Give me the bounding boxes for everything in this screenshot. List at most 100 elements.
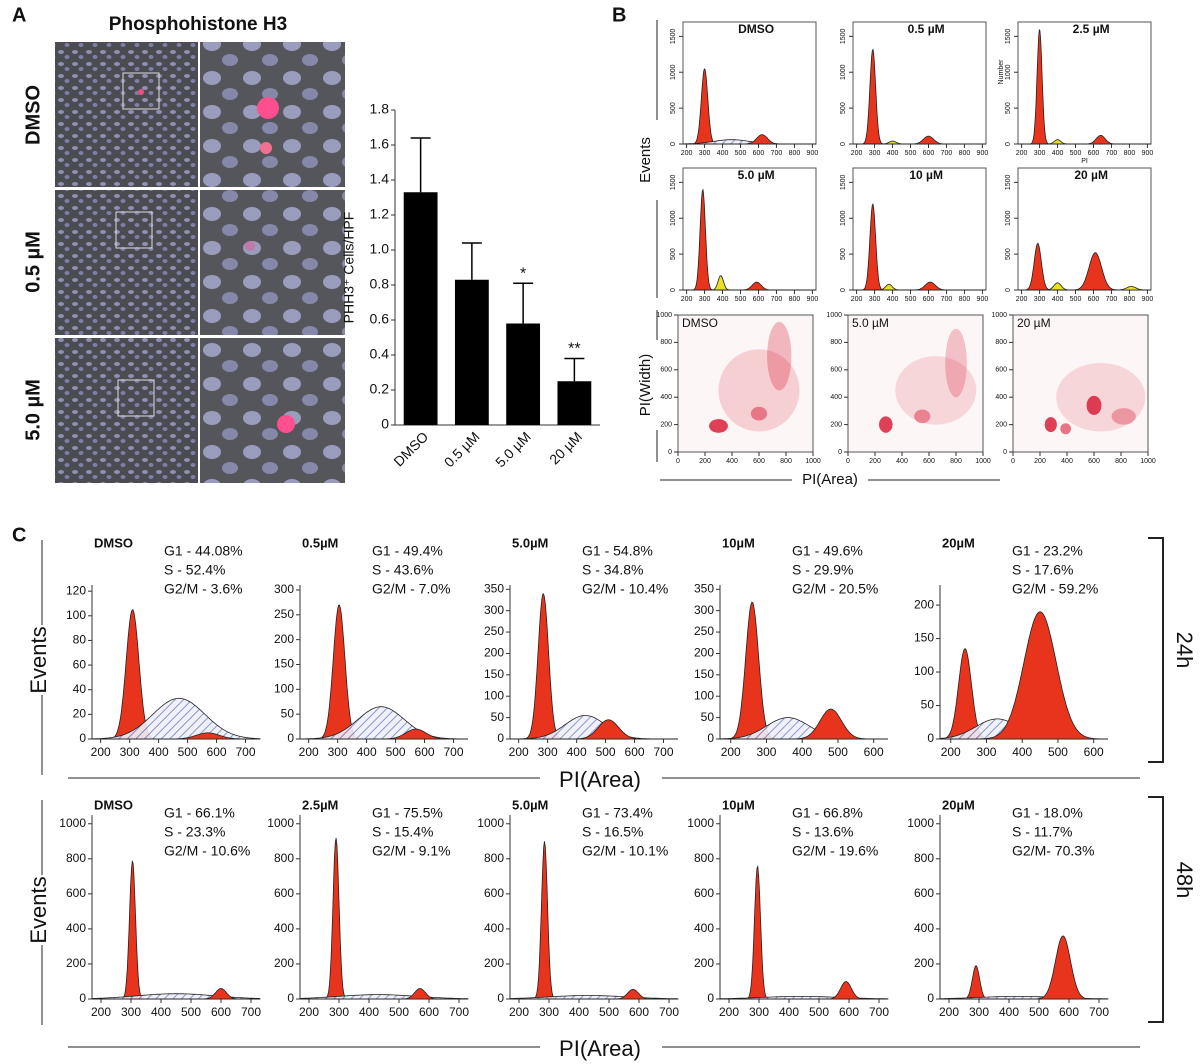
x-tick-label: 0.5 µM [441, 428, 483, 470]
x-tick-label: 400 [726, 458, 738, 465]
density-blob [718, 349, 800, 432]
y-tick-label: 1000 [991, 312, 1007, 319]
y-axis-title: PHH3⁺ Cells/HPF [341, 212, 357, 324]
y-tick-label: 1000 [59, 816, 86, 830]
x-tick-label: 900 [807, 150, 819, 157]
y-tick-label: 400 [660, 394, 672, 401]
fit-peak [510, 989, 678, 1000]
plot-title: 20µM [942, 535, 975, 550]
y-tick-label: 80 [73, 633, 87, 647]
x-tick-label: 200 [1016, 150, 1028, 157]
fit-peak [683, 188, 816, 291]
y-tick-label: 500 [670, 102, 677, 114]
x-tick-label: 500 [905, 296, 917, 303]
x-tick-label: 800 [1115, 458, 1127, 465]
x-tick-label: 200 [681, 150, 693, 157]
stained-cell [257, 97, 279, 119]
x-tick-label: 500 [181, 1005, 201, 1019]
plot-title: 5.0 µM [852, 316, 889, 330]
stained-cell [260, 142, 272, 154]
y-tick-label: 600 [484, 886, 504, 900]
fit-peak [720, 708, 888, 740]
y-tick-label: 0.4 [370, 346, 390, 362]
x-tick-label: 400 [149, 745, 169, 759]
x-tick-label: 300 [749, 1005, 769, 1019]
density-blob [895, 356, 977, 425]
fit-peak [720, 981, 888, 1000]
panel-label: A [12, 4, 26, 26]
x-tick-label: 300 [756, 745, 776, 759]
density-blobs [879, 328, 977, 433]
x-tick-label: 200 [851, 296, 863, 303]
y-tick-label: 200 [274, 632, 294, 646]
y-tick-label: 400 [274, 921, 294, 935]
x-tick-label: 700 [659, 1005, 679, 1019]
x-tick-label: 700 [941, 150, 953, 157]
phase-stat: G2/M - 10.4% [582, 581, 668, 597]
y-tick-label: 1500 [670, 174, 677, 190]
x-tick-label: 1000 [1140, 458, 1156, 465]
x-tick-label: 200 [941, 745, 961, 759]
fit-peak [720, 865, 888, 1000]
x-tick-label: 400 [779, 1005, 799, 1019]
y-tick-label: 200 [66, 956, 86, 970]
x-tick-label: 200 [91, 1005, 111, 1019]
y-tick-label: 0 [840, 142, 847, 146]
y-tick-label: 150 [274, 657, 294, 671]
micrographs [55, 42, 345, 483]
phase-stat: G2/M - 7.0% [372, 581, 451, 597]
phase-stat: G1 - 23.2% [1012, 543, 1083, 559]
fit-peak [91, 697, 261, 740]
panel-label: B [612, 4, 626, 26]
y-tick-label: 600 [830, 367, 842, 374]
y-tick-label: 200 [914, 597, 934, 611]
micrograph [55, 42, 198, 187]
x-tick-label: 400 [792, 745, 812, 759]
stained-cell [138, 89, 144, 95]
x-tick-label: 500 [1070, 296, 1082, 303]
fit-peak [940, 965, 1108, 1000]
x-tick-label: 500 [1029, 1005, 1049, 1019]
bar [454, 279, 489, 425]
y-tick-label: 100 [274, 681, 294, 695]
axis-title: PI(Area) [802, 471, 858, 488]
x-tick-label: 400 [717, 296, 729, 303]
phase-stat: S - 23.3% [164, 824, 225, 840]
significance-label: ** [568, 341, 580, 358]
x-tick-label: 600 [923, 458, 935, 465]
plot-title: 5.0µM [512, 797, 548, 812]
density-blob [1086, 395, 1102, 416]
x-tick-label: 200 [939, 1005, 959, 1019]
y-tick-label: 0 [670, 288, 677, 292]
y-tick-label: 0 [670, 142, 677, 146]
y-tick-label: 800 [914, 851, 934, 865]
x-tick-label: 600 [1088, 458, 1100, 465]
x-tick-label: 400 [359, 1005, 379, 1019]
row-label: 0.5 µM [22, 231, 44, 293]
y-tick-label: 1000 [670, 210, 677, 226]
x-tick-label: 700 [941, 296, 953, 303]
y-tick-label: 200 [830, 421, 842, 428]
plot-title: 2.5µM [302, 797, 338, 812]
plot-frame [677, 314, 814, 453]
phase-stat: G2/M - 20.5% [792, 581, 878, 597]
x-tick-label: 700 [1089, 1005, 1109, 1019]
y-tick-label: 150 [914, 631, 934, 645]
x-tick-label: 500 [1070, 150, 1082, 157]
x-tick-label: 600 [839, 1005, 859, 1019]
x-tick-label: 400 [569, 1005, 589, 1019]
x-tick-label: 200 [299, 1005, 319, 1019]
y-tick-label: 350 [694, 581, 714, 595]
y-tick-label: 20 [73, 707, 87, 721]
x-tick-label: 700 [654, 745, 674, 759]
x-tick-label: 400 [896, 458, 908, 465]
x-tick-label: 200 [869, 458, 881, 465]
x-tick-label: 300 [976, 745, 996, 759]
y-tick-label: 1500 [670, 28, 677, 44]
y-tick-label: 0 [1003, 449, 1007, 456]
phase-stat: G1 - 66.8% [792, 805, 863, 821]
x-tick-label: 900 [807, 296, 819, 303]
x-tick-label: 500 [178, 745, 198, 759]
y-tick-label: 600 [274, 886, 294, 900]
